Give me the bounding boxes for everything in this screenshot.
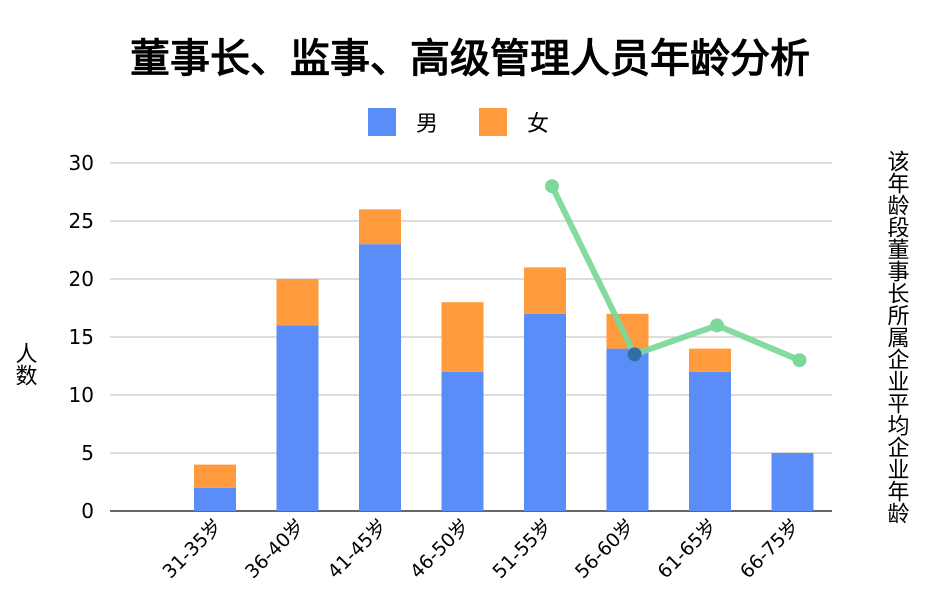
- x-tick-label: 31-35岁: [158, 515, 226, 583]
- y-axis-label-text: 人数: [12, 342, 38, 386]
- bar-male: [276, 325, 319, 511]
- x-tick-label: 61-65岁: [653, 515, 721, 583]
- y-tick-label: 5: [81, 441, 94, 465]
- legend-label: 男: [416, 112, 438, 137]
- line-point: [792, 353, 807, 368]
- y2-axis-label: 该年龄段董事长所属企业平均企业年龄: [884, 150, 910, 524]
- bar-male: [771, 453, 814, 511]
- x-tick-label: 36-40岁: [241, 515, 309, 583]
- x-tick-label: 41-45岁: [323, 515, 391, 583]
- bars: [194, 209, 814, 511]
- x-axis-ticks: 31-35岁 36-40岁 41-45岁 46-50岁 51-55岁 56-60岁 61-6…: [158, 515, 804, 583]
- x-tick-label: 46-50岁: [406, 515, 474, 583]
- x-tick-label: 56-60岁: [571, 515, 639, 583]
- y2-axis-label-text: 该年龄段董事长所属企业平均企业年龄: [884, 150, 910, 524]
- line-series: [545, 179, 807, 368]
- bar-female: [689, 348, 731, 372]
- bar-male: [194, 487, 236, 511]
- y-axis-ticks: 0 5 10 15 20 25 30: [69, 151, 94, 523]
- y-tick-label: 20: [69, 267, 94, 291]
- bar-female: [194, 464, 236, 488]
- x-tick-label: 51-55岁: [488, 515, 556, 583]
- legend-swatch: [368, 108, 396, 136]
- legend-label: 女: [527, 112, 549, 137]
- line-point-overlap: [627, 347, 642, 362]
- line-point: [710, 318, 724, 333]
- x-tick-label: 66-75岁: [736, 515, 804, 583]
- bar-male: [524, 313, 566, 511]
- bar-female: [524, 267, 566, 314]
- legend: 男女: [368, 108, 549, 137]
- y-tick-label: 15: [69, 325, 94, 349]
- chart-title: 董事长、监事、高级管理人员年龄分析: [130, 36, 810, 82]
- bar-male: [359, 244, 401, 511]
- y-tick-label: 0: [81, 499, 94, 523]
- bar-female: [441, 302, 484, 372]
- bar-female: [359, 209, 401, 245]
- line-series-path: [549, 184, 801, 363]
- bar-male: [689, 371, 731, 511]
- bar-male: [441, 371, 484, 511]
- y-axis-label: 人数: [12, 342, 38, 386]
- y-tick-label: 30: [69, 151, 94, 175]
- y-tick-label: 10: [69, 383, 94, 407]
- y-tick-label: 25: [69, 209, 94, 233]
- bar-male: [606, 348, 649, 511]
- line-point: [545, 179, 559, 194]
- legend-swatch: [479, 108, 507, 136]
- bar-female: [276, 279, 319, 326]
